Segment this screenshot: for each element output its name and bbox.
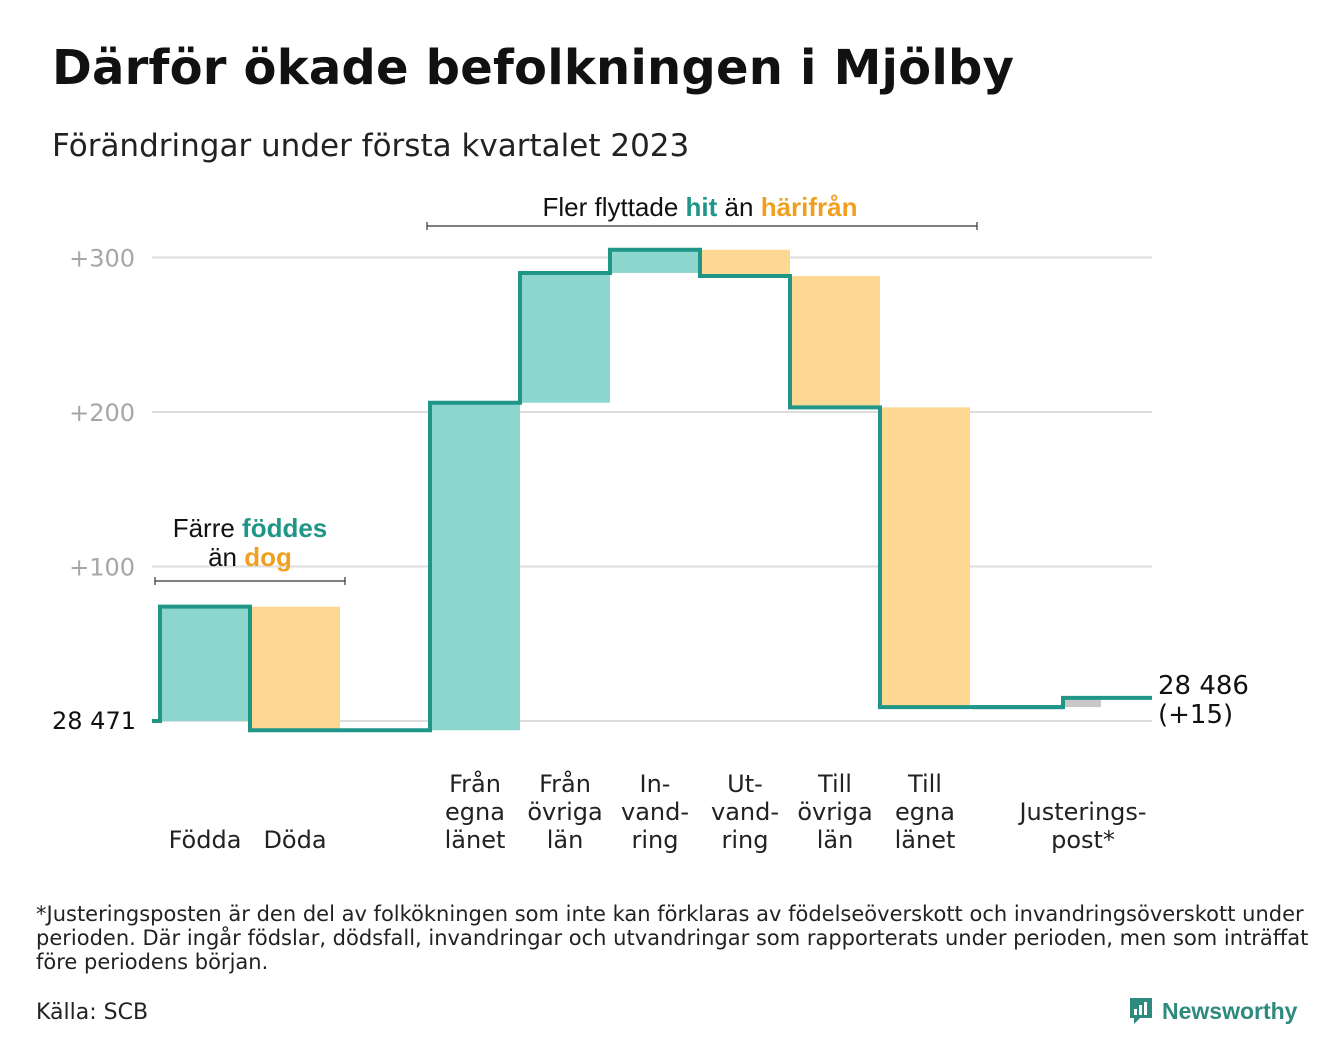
x-label: vand- bbox=[711, 798, 779, 826]
x-label: övriga bbox=[527, 798, 602, 826]
x-label: post* bbox=[1051, 826, 1115, 854]
annotation-text: än bbox=[208, 542, 244, 572]
annotation-highlight-hit: hit bbox=[686, 192, 718, 222]
x-label: egna bbox=[895, 798, 955, 826]
source-label: Källa: SCB bbox=[36, 1000, 149, 1025]
x-label: Till bbox=[907, 770, 942, 798]
bar-döda bbox=[250, 606, 340, 731]
y-tick-label: +100 bbox=[69, 554, 135, 582]
x-label: ring bbox=[632, 826, 679, 854]
x-label: län bbox=[817, 826, 854, 854]
y-tick-label: +300 bbox=[69, 245, 135, 273]
bar-invandring bbox=[610, 249, 700, 273]
x-label: övriga bbox=[797, 798, 872, 826]
annotation-highlight-born: föddes bbox=[242, 513, 327, 543]
annotation-highlight-harifran: härifrån bbox=[761, 192, 858, 222]
annotation-text: Färre bbox=[173, 513, 242, 543]
cumulative-step-line bbox=[152, 247, 1152, 733]
x-label: län bbox=[547, 826, 584, 854]
births-annotation-line1: Färre föddes bbox=[173, 513, 328, 543]
footnote: *Justeringsposten är den del av folkökni… bbox=[36, 902, 1309, 974]
x-label: Födda bbox=[169, 826, 242, 854]
x-label: egna bbox=[445, 798, 505, 826]
bar-tillegnalänet bbox=[880, 407, 970, 708]
births-annotation-line2: än dog bbox=[208, 542, 292, 572]
x-label: länet bbox=[445, 826, 506, 854]
bar-frånegnalänet bbox=[430, 402, 520, 731]
bar-födda bbox=[160, 606, 250, 721]
x-label: Döda bbox=[263, 826, 326, 854]
bar-tillövrigalän bbox=[790, 276, 880, 408]
x-label: länet bbox=[895, 826, 956, 854]
annotation-text: Fler flyttade bbox=[542, 192, 685, 222]
newsworthy-logo-icon bbox=[1130, 998, 1152, 1024]
start-value-label: 28 471 bbox=[52, 707, 136, 735]
x-label: In- bbox=[640, 770, 671, 798]
end-change-label: (+15) bbox=[1158, 700, 1233, 730]
brand: Newsworthy bbox=[1128, 996, 1297, 1026]
chart-subtitle: Förändringar under första kvartalet 2023 bbox=[52, 128, 690, 164]
x-label: Från bbox=[539, 769, 591, 798]
x-label: ring bbox=[722, 826, 769, 854]
bar-justeringspost bbox=[1063, 697, 1101, 708]
x-label: Ut- bbox=[727, 770, 763, 798]
brand-name: Newsworthy bbox=[1162, 997, 1298, 1024]
x-label: Till bbox=[817, 770, 852, 798]
bar-utvandring bbox=[700, 249, 790, 277]
migration-annotation: Fler flyttade hit än härifrån bbox=[542, 192, 857, 222]
y-tick-label: +200 bbox=[69, 399, 135, 427]
x-label: Från bbox=[449, 769, 501, 798]
x-label: Justerings- bbox=[1017, 798, 1146, 826]
annotation-text: än bbox=[717, 192, 760, 222]
end-value-label: 28 486 bbox=[1158, 671, 1249, 701]
x-label: vand- bbox=[621, 798, 689, 826]
annotation-highlight-died: dog bbox=[244, 542, 292, 572]
bar-frånövrigalän bbox=[520, 272, 610, 403]
chart-title: Därför ökade befolkningen i Mjölby bbox=[52, 40, 1015, 96]
